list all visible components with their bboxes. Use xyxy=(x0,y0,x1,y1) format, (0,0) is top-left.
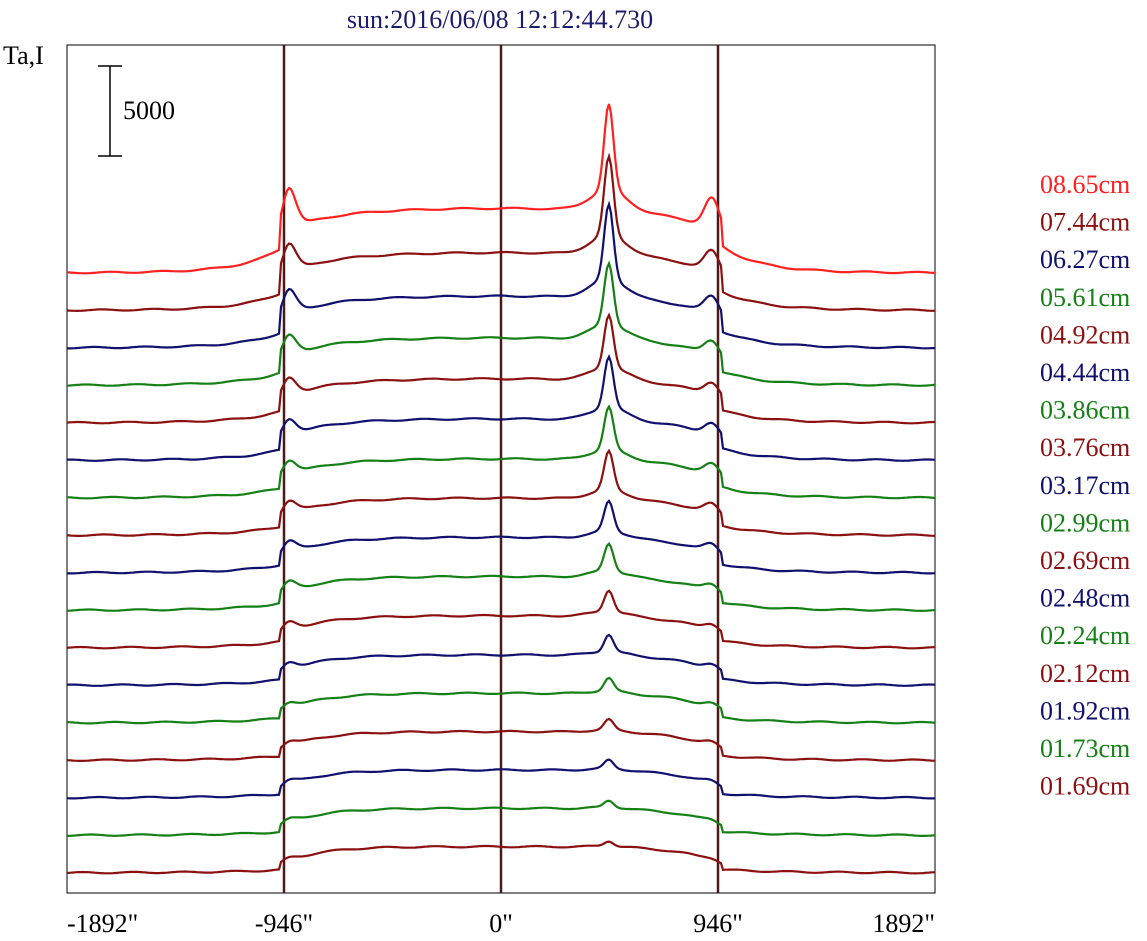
series-line xyxy=(66,448,936,537)
scale-bar: 5000 xyxy=(98,65,175,157)
legend-entry: 01.92cm xyxy=(1040,696,1130,725)
legend-entry: 02.48cm xyxy=(1040,584,1130,613)
legend-entry: 03.76cm xyxy=(1040,433,1130,462)
x-tick-label: -1892" xyxy=(67,909,138,938)
x-ticks: -1892" -946" 0" 946" 1892" xyxy=(67,909,935,938)
series-line xyxy=(66,499,936,575)
chart-title: sun:2016/06/08 12:12:44.730 xyxy=(347,5,653,34)
scale-bar-label: 5000 xyxy=(123,96,175,125)
series-line xyxy=(66,676,936,725)
legend-entry: 08.65cm xyxy=(1040,170,1130,199)
series-line xyxy=(66,758,936,800)
series-lines xyxy=(66,103,936,875)
legend-entry: 04.44cm xyxy=(1040,358,1130,387)
x-tick-label: 1892" xyxy=(872,909,935,938)
reference-lines xyxy=(282,45,720,893)
series-line xyxy=(67,200,936,350)
legend-entry: 02.24cm xyxy=(1040,621,1130,650)
x-tick-label: 0" xyxy=(489,909,513,938)
series-line xyxy=(67,799,936,837)
x-tick-label: -946" xyxy=(255,909,313,938)
series-line xyxy=(66,840,936,875)
series-line xyxy=(66,404,936,500)
legend-entry: 04.92cm xyxy=(1040,320,1130,349)
legend-entry: 03.86cm xyxy=(1040,396,1130,425)
legend-entry: 06.27cm xyxy=(1040,245,1130,274)
series-line xyxy=(66,152,936,313)
series-line xyxy=(66,312,935,425)
legend: 08.65cm 07.44cm 06.27cm 05.61cm 04.92cm 04.44… xyxy=(1040,170,1130,801)
series-line xyxy=(66,542,936,613)
y-axis-label: Ta,I xyxy=(3,41,44,70)
series-line xyxy=(66,717,936,762)
legend-entry: 02.69cm xyxy=(1040,546,1130,575)
series-line xyxy=(66,589,936,650)
series-line xyxy=(66,633,936,687)
legend-entry: 01.73cm xyxy=(1040,734,1130,763)
series-line xyxy=(66,260,936,387)
series-line xyxy=(67,354,936,462)
legend-entry: 02.12cm xyxy=(1040,659,1130,688)
legend-entry: 01.69cm xyxy=(1040,772,1130,801)
legend-entry: 02.99cm xyxy=(1040,508,1130,537)
x-tick-label: 946" xyxy=(693,909,743,938)
legend-entry: 03.17cm xyxy=(1040,471,1130,500)
series-line xyxy=(66,103,936,275)
legend-entry: 05.61cm xyxy=(1040,283,1130,312)
legend-entry: 07.44cm xyxy=(1040,208,1130,237)
